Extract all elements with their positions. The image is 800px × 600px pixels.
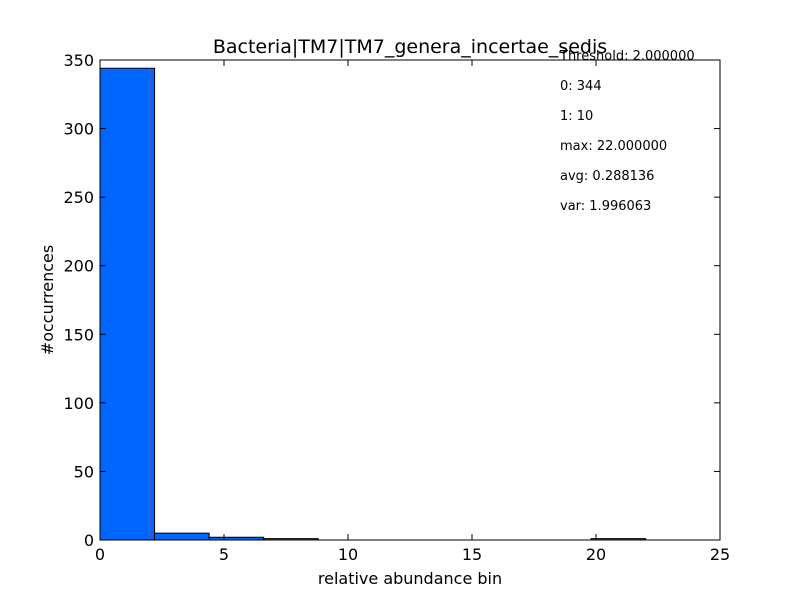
y-tick-label: 300 <box>63 120 94 139</box>
stats-annotations: Threshold: 2.000000 0: 344 1: 10 max: 22.00… <box>559 49 695 214</box>
stats-annotation: Threshold: 2.000000 <box>559 49 695 64</box>
chart-title: Bacteria|TM7|TM7_genera_incertae_sedis <box>213 36 607 58</box>
histogram-bar <box>154 532 210 541</box>
y-tick-label: 250 <box>63 188 94 207</box>
y-axis-label: #occurrences <box>38 245 57 355</box>
stats-annotation: var: 1.996063 <box>560 199 651 214</box>
stats-annotation: avg: 0.288136 <box>560 169 654 184</box>
y-tick-label: 200 <box>63 257 94 276</box>
y-tick-label: 350 <box>63 51 94 70</box>
y-tick-label: 150 <box>63 325 94 344</box>
stats-annotation: 1: 10 <box>560 109 593 124</box>
x-tick-label: 20 <box>586 545 606 564</box>
x-tick-label: 0 <box>95 545 105 564</box>
y-tick-label: 50 <box>74 462 94 481</box>
histogram-bar <box>99 67 156 541</box>
x-tick-label: 5 <box>219 545 229 564</box>
stats-annotation: max: 22.000000 <box>560 139 667 154</box>
y-tick-label: 100 <box>63 394 94 413</box>
x-tick-label: 25 <box>710 545 730 564</box>
stats-annotation: 0: 344 <box>560 79 602 94</box>
x-axis-label: relative abundance bin <box>318 569 502 588</box>
x-tick-label: 10 <box>338 545 358 564</box>
x-tick-label: 15 <box>462 545 482 564</box>
y-tick-label: 0 <box>84 531 94 550</box>
plot-frame <box>99 59 721 541</box>
bars-group <box>99 67 647 541</box>
